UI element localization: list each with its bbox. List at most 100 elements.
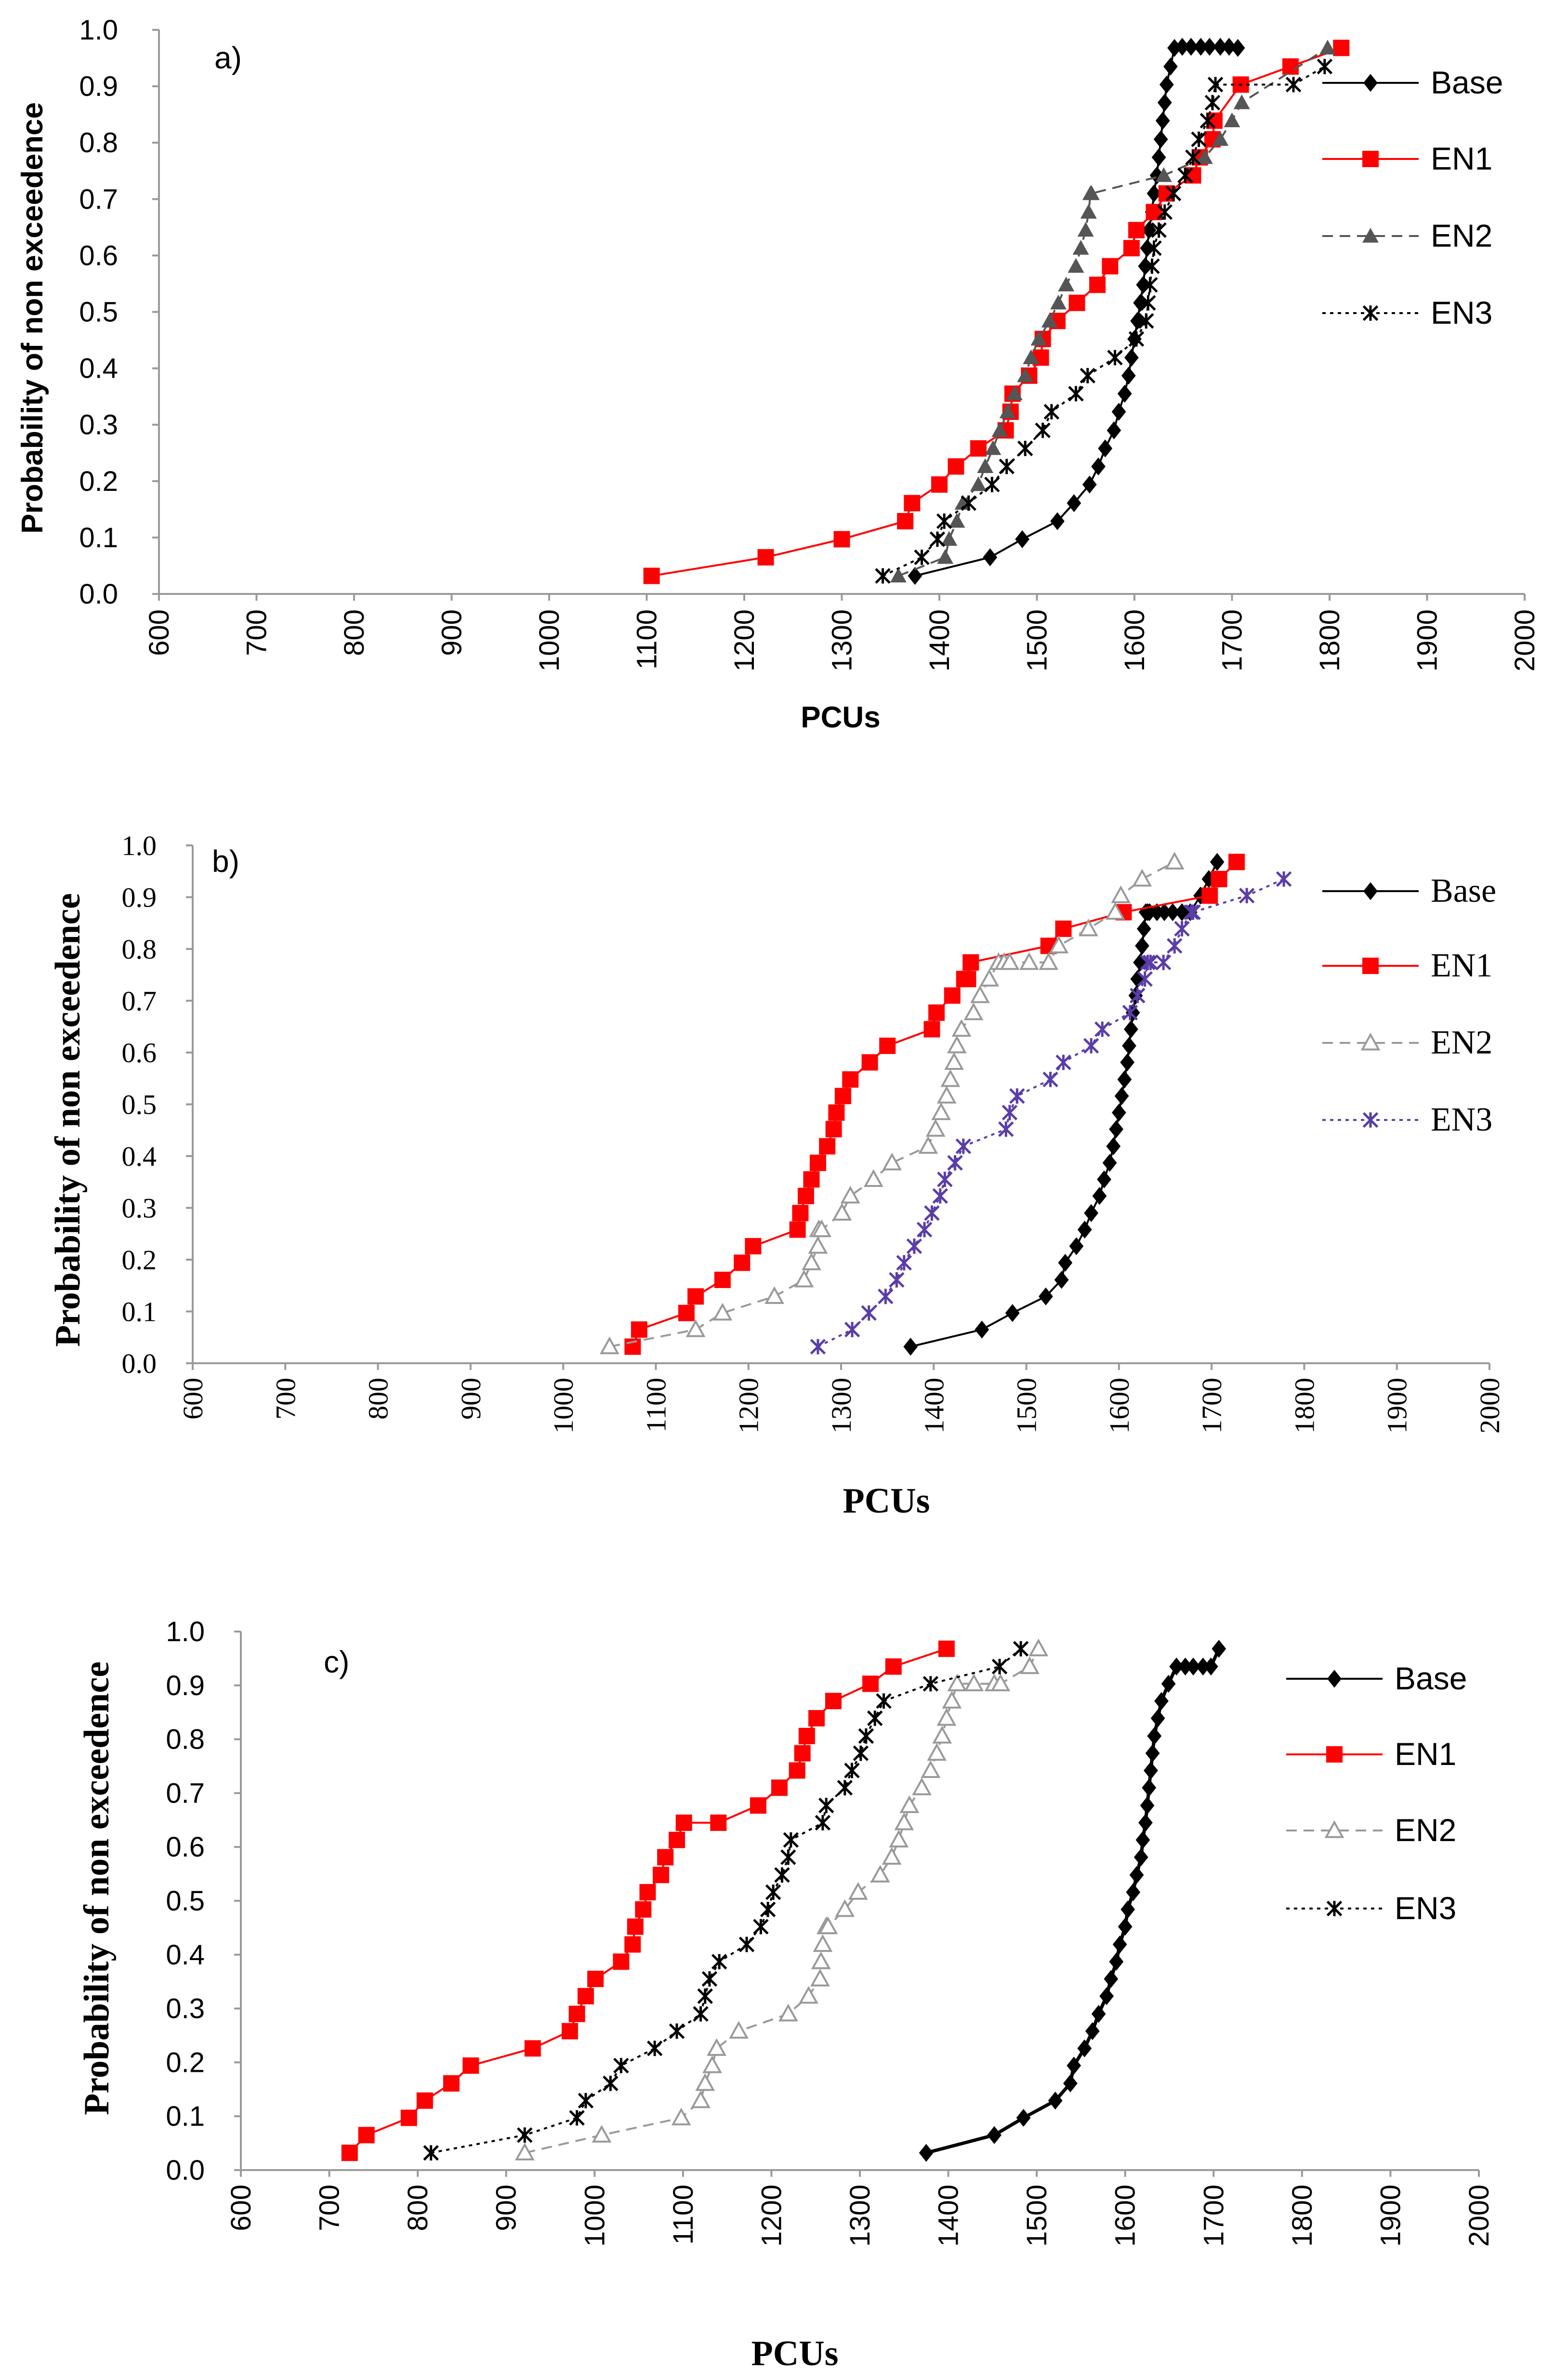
data-point-en1 — [624, 1936, 641, 1953]
y-axis-title-b: Probability of non exceedence — [48, 893, 88, 1347]
data-point-en3 — [998, 1121, 1014, 1137]
series-base-b — [903, 853, 1225, 1356]
data-point-en2 — [912, 1778, 932, 1795]
legend-swatch-marker — [1362, 1112, 1379, 1128]
data-point-en1 — [861, 1054, 878, 1071]
y-tick-label: 0.2 — [166, 2047, 205, 2078]
data-point-en1 — [745, 1238, 762, 1255]
data-point-en3 — [961, 495, 976, 511]
data-point-en3 — [1013, 1641, 1029, 1657]
data-point-en3 — [858, 1728, 874, 1744]
data-point-base — [1157, 93, 1172, 112]
data-point-base — [1106, 1137, 1121, 1156]
data-point-en2 — [685, 1319, 706, 1337]
data-point-base — [1142, 1778, 1157, 1797]
panel-label-b: b) — [212, 844, 239, 879]
data-point-en3 — [1177, 167, 1193, 184]
data-point-en2 — [599, 1336, 619, 1355]
data-point-base — [1153, 130, 1168, 148]
x-tick-label: 900 — [491, 2185, 522, 2231]
data-point-en3 — [1165, 185, 1182, 201]
data-point-en2 — [944, 1052, 964, 1070]
legend-c: Base EN1 EN2 EN3 — [1286, 1660, 1467, 1926]
data-point-en3 — [1285, 77, 1302, 92]
data-point-base — [1136, 920, 1151, 938]
legend-label-en3: EN3 — [1431, 295, 1492, 330]
data-point-en3 — [423, 2145, 439, 2161]
data-point-en2 — [695, 2073, 715, 2091]
data-point-en2 — [840, 1185, 860, 1204]
x-tick-label: 1300 — [826, 1378, 857, 1434]
x-tick-label: 1800 — [1287, 2185, 1318, 2247]
data-point-en3 — [1055, 1054, 1071, 1070]
data-point-en3 — [896, 1255, 912, 1271]
data-point-en2 — [947, 1673, 967, 1692]
data-point-en1 — [819, 1138, 836, 1155]
x-tick-label: 800 — [339, 609, 370, 656]
panel-label-a: a) — [214, 40, 242, 75]
x-tick-label: 1600 — [1119, 609, 1150, 672]
data-point-en2 — [712, 1303, 733, 1321]
data-point-en3 — [878, 1289, 894, 1304]
data-point-en3 — [783, 1832, 799, 1848]
data-point-en1 — [771, 1779, 788, 1796]
data-point-en1 — [798, 1727, 815, 1744]
data-point-base — [1142, 221, 1157, 239]
data-point-en3 — [1130, 988, 1146, 1003]
data-point-base — [1147, 1727, 1162, 1745]
legend-label-en1: EN1 — [1431, 947, 1492, 984]
data-point-en3 — [932, 1188, 948, 1204]
data-point-en2 — [940, 1069, 961, 1087]
data-point-en1 — [928, 1004, 945, 1021]
y-axis-title-a: Probability of non exceedence — [16, 102, 49, 534]
data-point-en2 — [729, 2021, 749, 2039]
data-point-en3 — [1009, 1088, 1025, 1104]
legend-label-en1: EN1 — [1395, 1736, 1456, 1772]
data-point-en3 — [1083, 1038, 1099, 1054]
data-point-en3 — [1017, 440, 1033, 457]
data-point-en3 — [1151, 222, 1167, 238]
data-point-en1 — [885, 1658, 902, 1675]
data-point-base — [1203, 1658, 1218, 1676]
y-axis-title-c: Probability of non exceedence — [77, 1661, 117, 2115]
data-point-en3 — [837, 1780, 853, 1796]
data-point-en3 — [1042, 1071, 1058, 1088]
data-point-en2 — [1039, 952, 1059, 970]
data-point-en2 — [1155, 167, 1172, 182]
y-tick-label: 0.0 — [122, 1348, 157, 1379]
y-tick-label: 0.2 — [122, 1244, 157, 1276]
data-point-base — [1121, 367, 1136, 385]
data-point-en3 — [774, 1867, 790, 1883]
data-point-en1 — [923, 1021, 940, 1038]
x-tick-label: 800 — [363, 1378, 394, 1420]
legend-label-en2: EN2 — [1431, 218, 1492, 253]
legend-entry-en2: EN2 — [1322, 218, 1492, 253]
data-point-en2 — [1105, 902, 1125, 920]
data-point-en1 — [862, 1675, 879, 1692]
y-tick-label: 0.6 — [122, 1037, 157, 1068]
legend-entry-base: Base — [1286, 1660, 1467, 1696]
data-point-en2 — [977, 458, 994, 473]
y-tick-label: 0.9 — [122, 882, 157, 913]
data-point-base — [1085, 2022, 1100, 2041]
data-point-en2 — [1000, 952, 1020, 970]
data-point-en1 — [568, 2005, 585, 2022]
data-point-en2 — [1319, 40, 1336, 55]
data-point-en1 — [794, 1745, 811, 1762]
y-tick-label: 0.7 — [166, 1778, 205, 1809]
data-point-en1 — [1089, 276, 1106, 293]
y-tick-label: 1.0 — [166, 1616, 205, 1647]
data-point-base — [1124, 348, 1139, 367]
data-point-en2 — [899, 1795, 920, 1813]
y-tick-label: 0.1 — [122, 1296, 157, 1328]
legend-swatch-marker — [1362, 958, 1379, 974]
data-point-en2 — [951, 1019, 972, 1037]
legend-swatch-marker — [1362, 228, 1379, 243]
data-point-en3 — [844, 1763, 860, 1778]
data-point-en1 — [714, 1271, 731, 1288]
legend-entry-en3: EN3 — [1286, 1890, 1456, 1926]
x-tick-label: 1400 — [918, 1378, 949, 1434]
data-point-en3 — [1137, 971, 1153, 987]
legend-entry-base: Base — [1322, 872, 1496, 909]
plot-area-b: 0.0 0.1 0.2 0.3 0.4 0.5 0.6 0.7 0.8 0.9 1.0 600 700 8… — [122, 830, 1506, 1434]
